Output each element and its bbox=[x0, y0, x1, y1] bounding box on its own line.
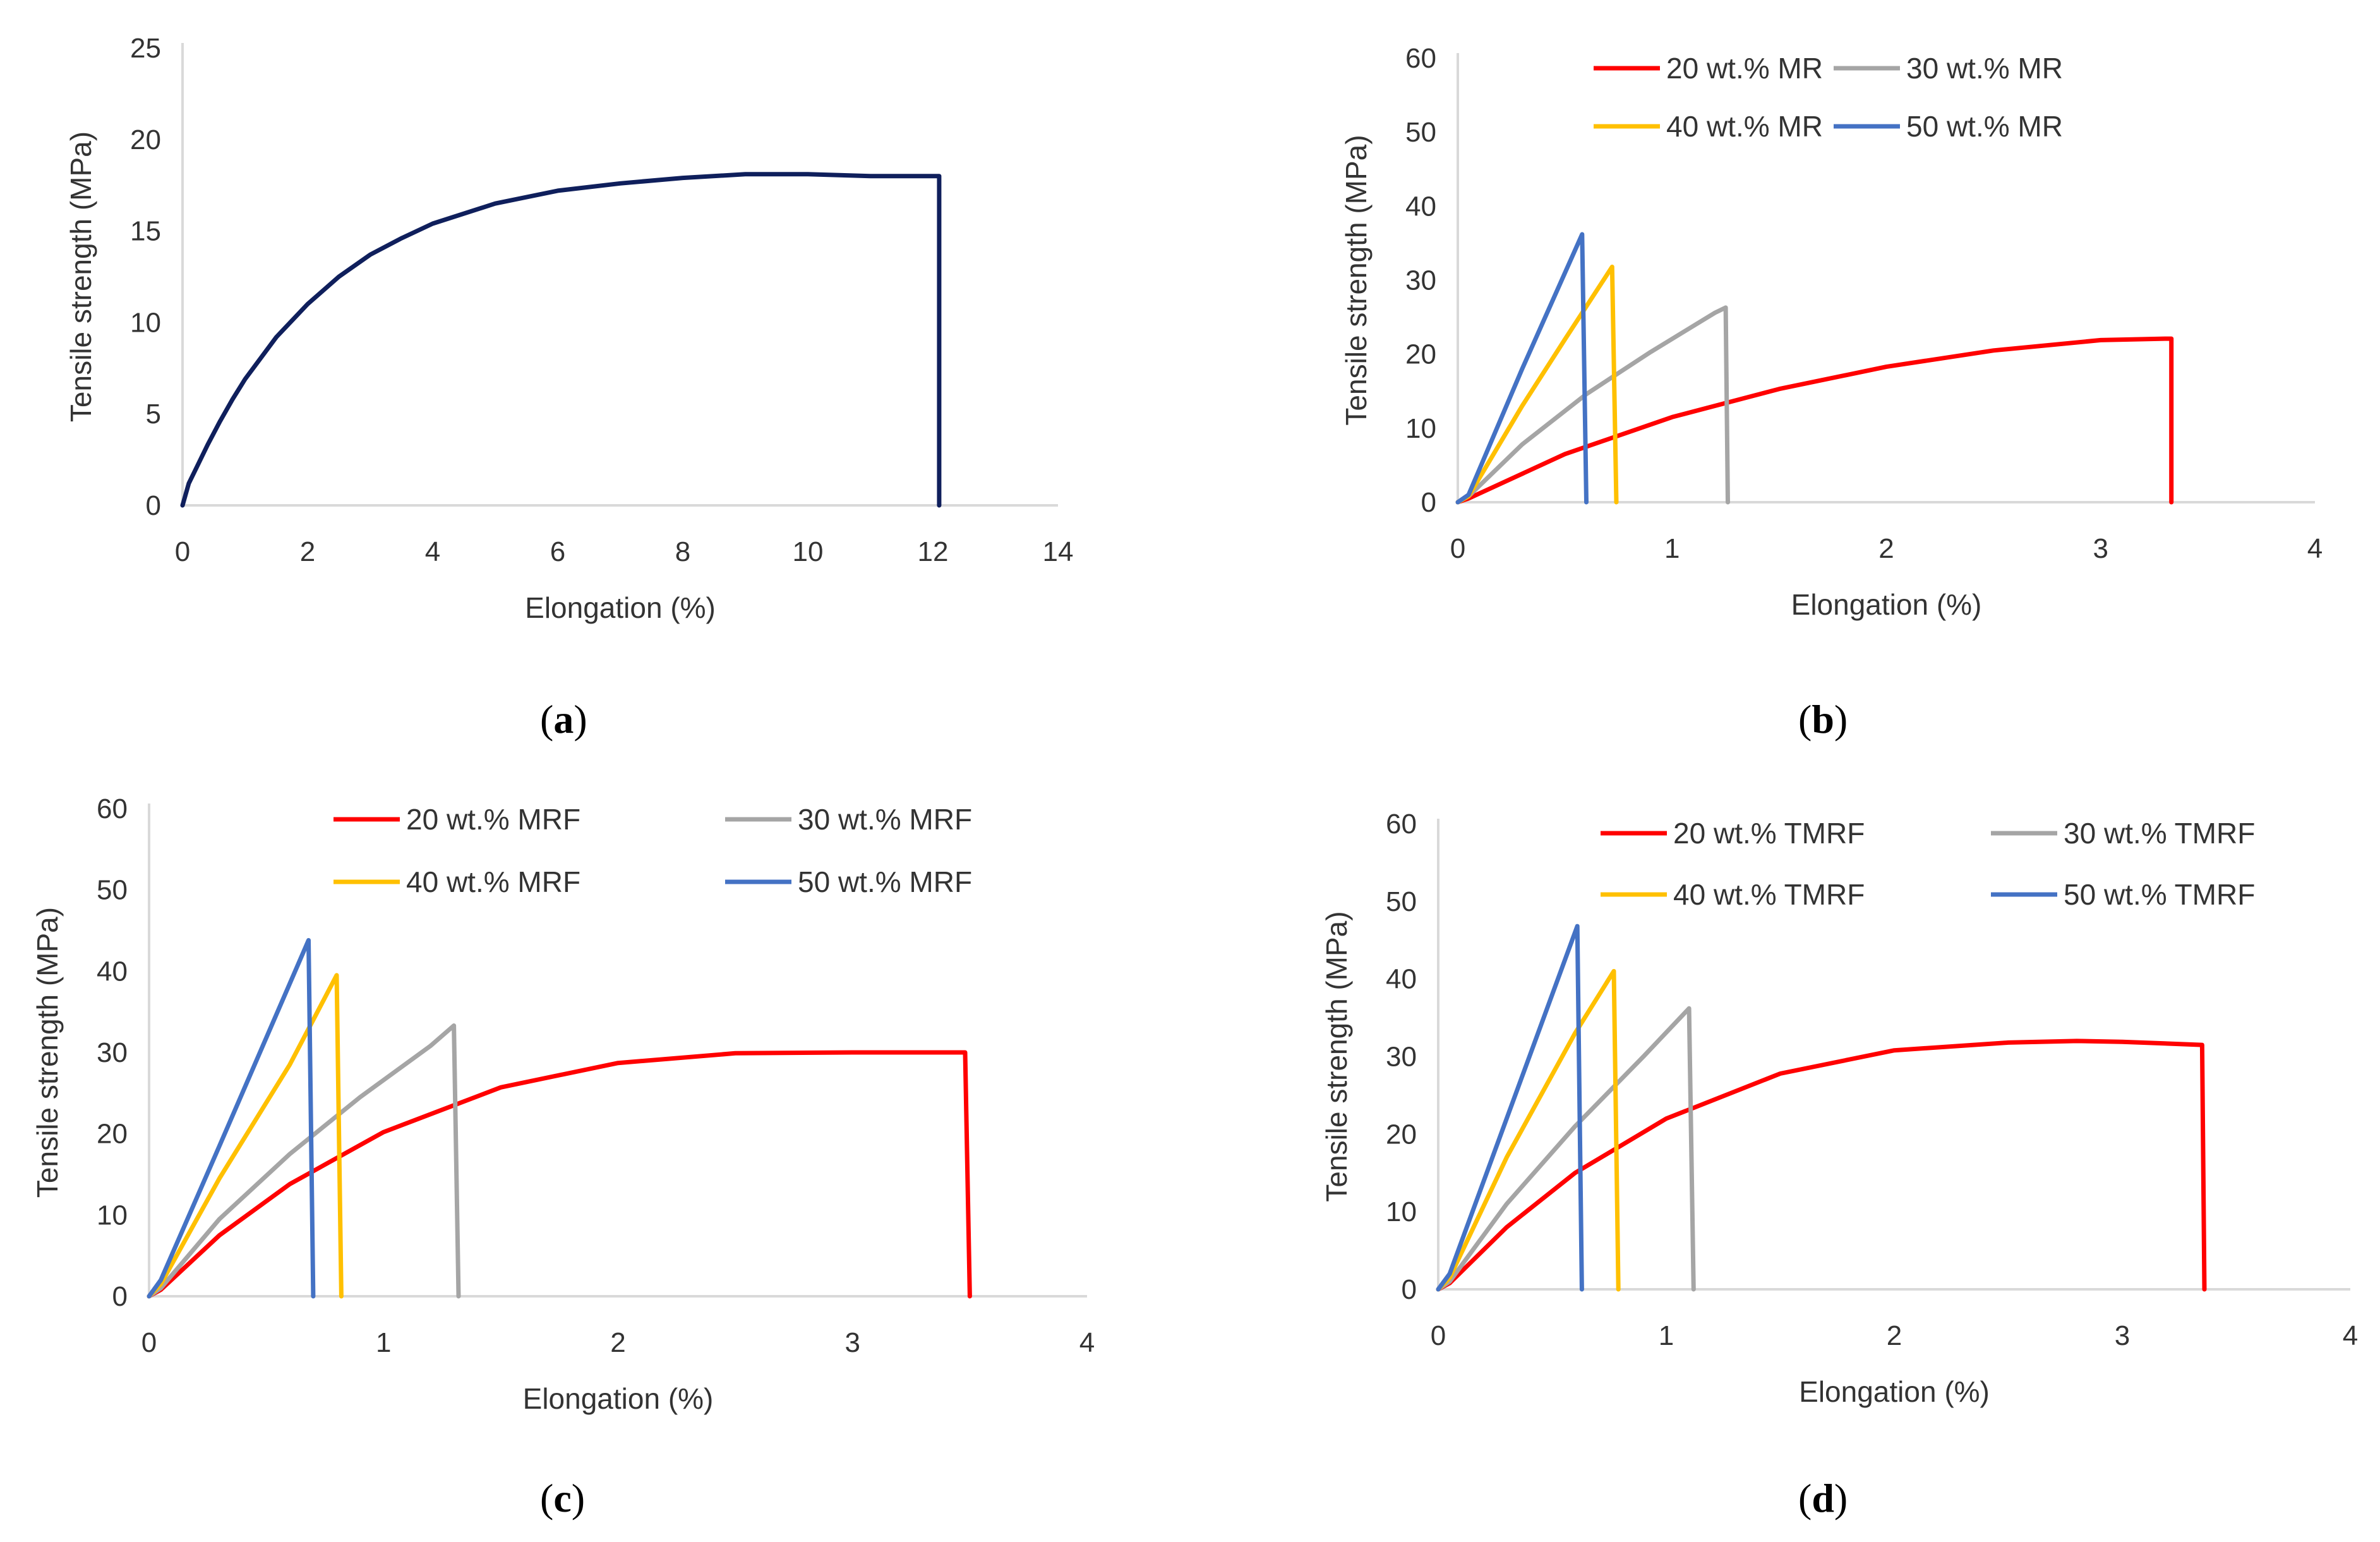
panel-a-plot: 0 5 10 15 20 25 0 2 4 6 8 10 12 14 Elongation (%) Tensi… bbox=[64, 33, 1074, 624]
panel-d-x-tick-label: 2 bbox=[1887, 1320, 1902, 1351]
panel-b-y-tick-label: 40 bbox=[1405, 191, 1436, 222]
panel-d-legend-label-3: 40 wt.% TMRF bbox=[1673, 878, 1865, 911]
panel-d-y-tick-label: 20 bbox=[1386, 1119, 1417, 1150]
panel-d-y-tick-label: 0 bbox=[1402, 1274, 1417, 1305]
panel-c-series-line-2 bbox=[147, 1023, 461, 1299]
panel-d-series-line-3 bbox=[1436, 968, 1621, 1292]
panel-c-y-tick-label: 30 bbox=[97, 1037, 128, 1068]
panel-a-x-axis-title: Elongation (%) bbox=[525, 591, 716, 624]
panel-d-legend-label-1: 20 wt.% TMRF bbox=[1673, 817, 1865, 850]
panel-b-x-tick-label: 2 bbox=[1878, 533, 1894, 564]
panel-c-legend-label-1: 20 wt.% MRF bbox=[406, 803, 580, 836]
panel-a-chart: 0 5 10 15 20 25 0 2 4 6 8 10 12 14 Elongation (%) Tensi… bbox=[0, 0, 1190, 695]
panel-b-y-tick-label: 60 bbox=[1405, 43, 1436, 74]
panel-d-legend-label-2: 30 wt.% TMRF bbox=[2064, 817, 2255, 850]
panel-c-series-line-1 bbox=[147, 1050, 972, 1299]
panel-c-caption-letter: c bbox=[553, 1476, 572, 1521]
panel-a-x-tick-label: 0 bbox=[175, 536, 190, 567]
panel-b-legend-label-2: 30 wt.% MR bbox=[1906, 52, 2063, 85]
panel-a-x-tick-label: 14 bbox=[1043, 536, 1074, 567]
panel-d-series-line-4 bbox=[1436, 924, 1584, 1292]
panel-d-legend-label-4: 50 wt.% TMRF bbox=[2064, 878, 2255, 911]
panel-c-plot: 0 10 20 30 40 50 60 0 1 2 3 4 Elongation (%) Tensile … bbox=[31, 793, 1095, 1415]
panel-b-series-line-1 bbox=[1455, 336, 2174, 505]
panel-c-x-tick-label: 0 bbox=[141, 1327, 157, 1358]
panel-d-chart: 0 10 20 30 40 50 60 0 1 2 3 4 Elongation (%) Tensile … bbox=[1190, 771, 2380, 1466]
panel-d-y-tick-label: 50 bbox=[1386, 886, 1417, 917]
panel-b-x-tick-label: 3 bbox=[2093, 533, 2108, 564]
panel-c-series-line-4 bbox=[147, 937, 316, 1299]
panel-b-legend-label-1: 20 wt.% MR bbox=[1666, 52, 1823, 85]
panel-c-legend-label-4: 50 wt.% MRF bbox=[798, 865, 972, 898]
panel-c-y-tick-label: 50 bbox=[97, 875, 128, 906]
panel-d-series-line-1 bbox=[1436, 1039, 2207, 1292]
panel-c-y-tick-label: 40 bbox=[97, 956, 128, 987]
panel-c-y-tick-label: 20 bbox=[97, 1119, 128, 1150]
panel-d-y-tick-label: 30 bbox=[1386, 1042, 1417, 1073]
panel-a-y-tick-label: 10 bbox=[130, 307, 161, 338]
panel-d-y-tick-label: 40 bbox=[1386, 964, 1417, 995]
panel-b-chart: 0 10 20 30 40 50 60 0 1 2 3 4 Elongation (%) Tensile … bbox=[1190, 0, 2380, 695]
panel-d-caption: (d) bbox=[1798, 1476, 1848, 1521]
panel-b-plot: 0 10 20 30 40 50 60 0 1 2 3 4 Elongation (%) Tensile … bbox=[1340, 43, 2323, 621]
panel-b-legend-label-3: 40 wt.% MR bbox=[1666, 110, 1823, 143]
panel-a-y-tick-label: 25 bbox=[130, 33, 161, 64]
panel-c-x-tick-label: 1 bbox=[376, 1327, 391, 1358]
panel-b-series-line-2 bbox=[1455, 305, 1730, 505]
panel-c-y-tick-label: 10 bbox=[97, 1200, 128, 1231]
panel-a-x-tick-label: 10 bbox=[793, 536, 824, 567]
panel-b-x-axis-title: Elongation (%) bbox=[1791, 588, 1982, 621]
panel-a-y-tick-label: 5 bbox=[146, 399, 161, 430]
panel-d-x-tick-label: 4 bbox=[2343, 1320, 2358, 1351]
panel-c-x-axis-title: Elongation (%) bbox=[523, 1382, 714, 1415]
panel-d-plot: 0 10 20 30 40 50 60 0 1 2 3 4 Elongation (%) Tensile … bbox=[1320, 809, 2358, 1408]
panel-d-x-axis-title: Elongation (%) bbox=[1799, 1375, 1990, 1408]
panel-a-y-tick-label: 15 bbox=[130, 216, 161, 247]
panel-c-legend-label-2: 30 wt.% MRF bbox=[798, 803, 972, 836]
panel-c-caption: (c) bbox=[540, 1476, 586, 1521]
panel-c-x-tick-label: 3 bbox=[845, 1327, 860, 1358]
panel-d-x-tick-label: 1 bbox=[1659, 1320, 1674, 1351]
panel-b-y-tick-label: 30 bbox=[1405, 265, 1436, 296]
panel-d-x-tick-label: 0 bbox=[1431, 1320, 1446, 1351]
panel-d-y-axis-title: Tensile strength (MPa) bbox=[1320, 911, 1353, 1202]
panel-d-y-tick-label: 10 bbox=[1386, 1196, 1417, 1227]
panel-a-y-tick-label: 20 bbox=[130, 124, 161, 155]
panel-a-x-tick-label: 4 bbox=[425, 536, 440, 567]
panel-a-x-tick-label: 8 bbox=[675, 536, 690, 567]
panel-a-caption-letter: a bbox=[553, 697, 574, 742]
panel-b-x-tick-label: 4 bbox=[2307, 533, 2323, 564]
panel-a-x-tick-label: 12 bbox=[918, 536, 949, 567]
panel-b-x-tick-label: 1 bbox=[1664, 533, 1680, 564]
panel-b-legend-label-4: 50 wt.% MR bbox=[1906, 110, 2063, 143]
panel-d-series-line-2 bbox=[1436, 1006, 1696, 1292]
panel-a-series-line-1 bbox=[180, 172, 942, 508]
panel-c-y-tick-label: 60 bbox=[97, 793, 128, 824]
panel-a-x-tick-label: 6 bbox=[550, 536, 565, 567]
panel-b-caption-letter: b bbox=[1812, 697, 1834, 742]
panel-b-y-axis-title: Tensile strength (MPa) bbox=[1340, 135, 1373, 425]
panel-a-y-tick-label: 0 bbox=[146, 490, 161, 521]
panel-a-caption: (a) bbox=[540, 697, 587, 742]
panel-c-y-tick-label: 0 bbox=[112, 1281, 128, 1312]
panel-d-x-tick-label: 3 bbox=[2115, 1320, 2130, 1351]
panel-c-x-tick-label: 2 bbox=[610, 1327, 625, 1358]
panel-a-x-tick-label: 2 bbox=[300, 536, 315, 567]
panel-c-y-axis-title: Tensile strength (MPa) bbox=[31, 907, 64, 1198]
panel-a-y-axis-title: Tensile strength (MPa) bbox=[64, 131, 97, 422]
panel-b-caption: (b) bbox=[1798, 697, 1848, 742]
panel-d-caption-letter: d bbox=[1812, 1476, 1834, 1521]
panel-c-legend-label-3: 40 wt.% MRF bbox=[406, 865, 580, 898]
panel-d-y-tick-label: 60 bbox=[1386, 809, 1417, 840]
panel-b-y-tick-label: 10 bbox=[1405, 413, 1436, 444]
panel-b-y-tick-label: 50 bbox=[1405, 117, 1436, 148]
panel-b-x-tick-label: 0 bbox=[1450, 533, 1465, 564]
panel-b-y-tick-label: 0 bbox=[1421, 487, 1436, 518]
panel-b-y-tick-label: 20 bbox=[1405, 339, 1436, 370]
panel-c-chart: 0 10 20 30 40 50 60 0 1 2 3 4 Elongation (%) Tensile … bbox=[0, 771, 1190, 1466]
panel-c-x-tick-label: 4 bbox=[1079, 1327, 1095, 1358]
panel-b-series-line-4 bbox=[1455, 232, 1589, 505]
